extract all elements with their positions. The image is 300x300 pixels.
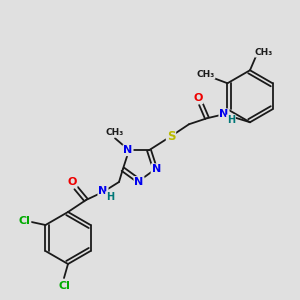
Text: Cl: Cl bbox=[19, 216, 30, 226]
Text: N: N bbox=[98, 186, 108, 196]
Text: N: N bbox=[123, 145, 133, 155]
Text: O: O bbox=[67, 177, 77, 187]
Text: Cl: Cl bbox=[58, 281, 70, 291]
Text: H: H bbox=[227, 115, 235, 125]
Text: CH₃: CH₃ bbox=[106, 128, 124, 137]
Text: H: H bbox=[106, 192, 114, 202]
Text: S: S bbox=[167, 130, 175, 143]
Text: N: N bbox=[219, 109, 229, 119]
Text: O: O bbox=[193, 93, 203, 103]
Text: N: N bbox=[152, 164, 161, 174]
Text: N: N bbox=[134, 177, 144, 187]
Text: CH₃: CH₃ bbox=[255, 48, 273, 57]
Text: CH₃: CH₃ bbox=[196, 70, 214, 79]
